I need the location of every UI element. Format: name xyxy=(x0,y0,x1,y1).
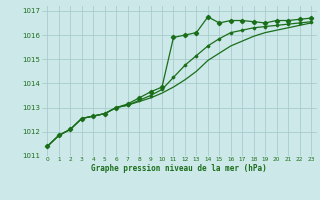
X-axis label: Graphe pression niveau de la mer (hPa): Graphe pression niveau de la mer (hPa) xyxy=(91,164,267,173)
